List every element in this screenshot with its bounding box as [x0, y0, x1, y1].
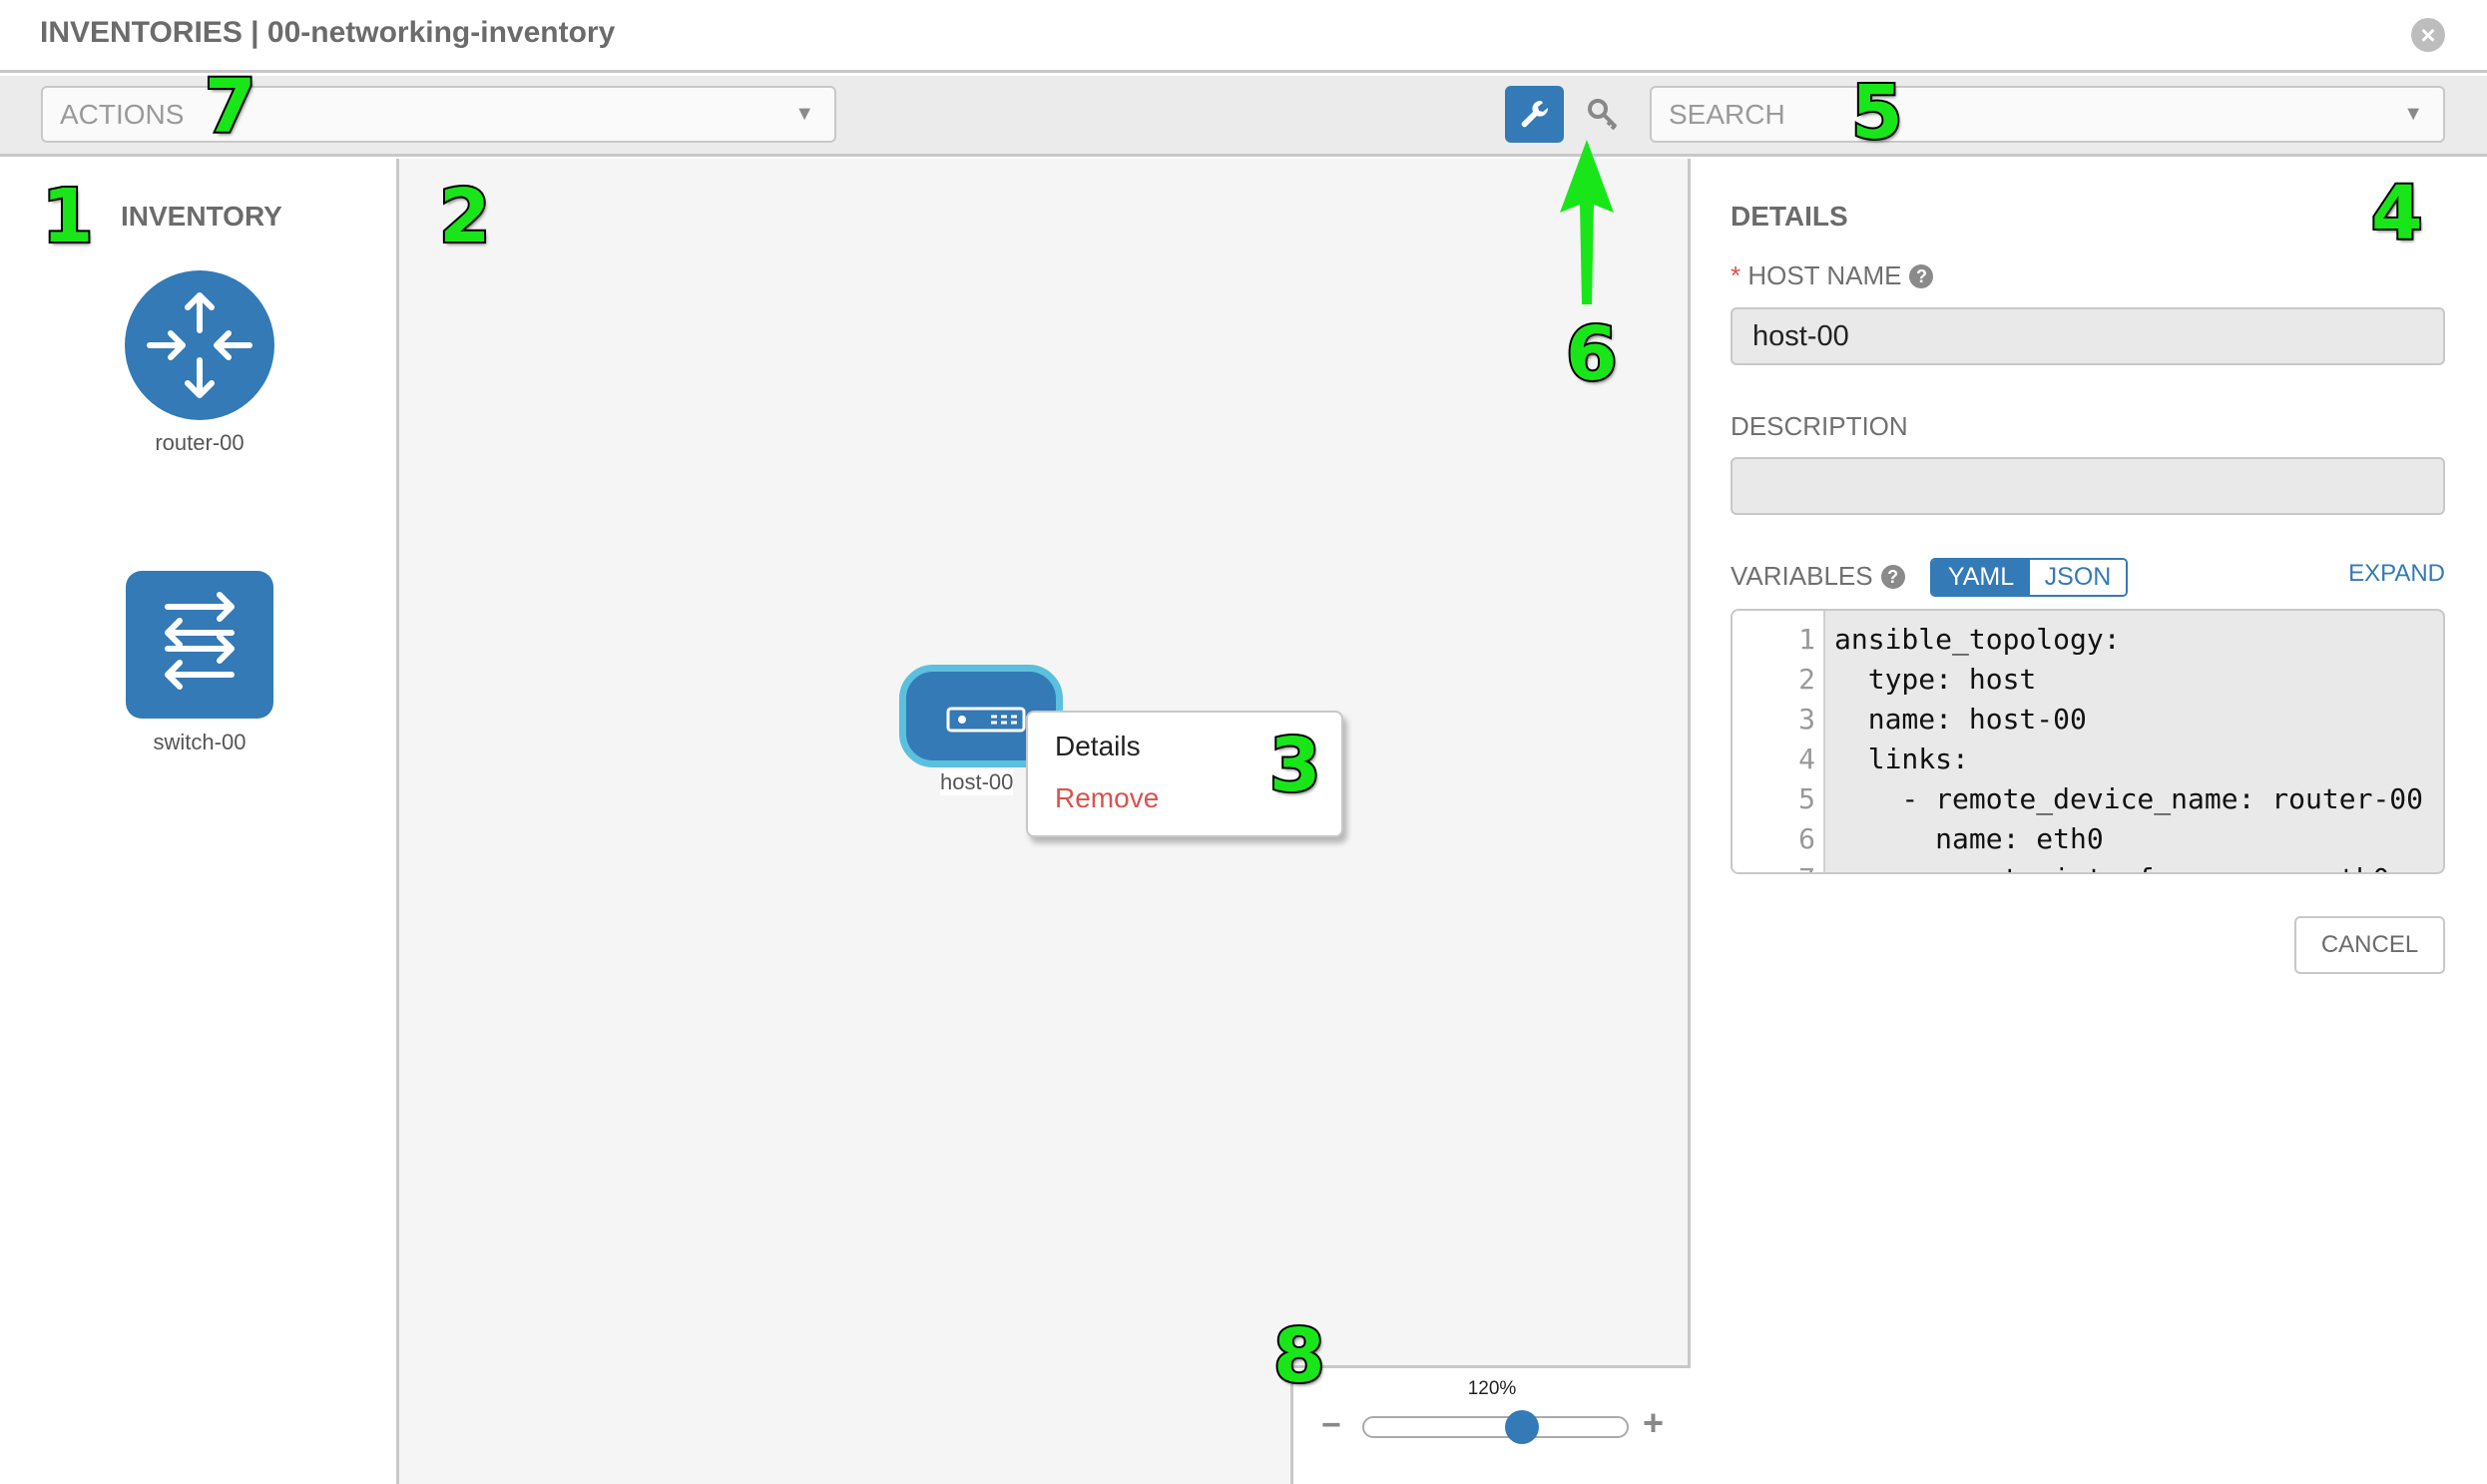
menu-item-details[interactable]: Details [1055, 731, 1141, 761]
host-label: host-00 [940, 769, 1014, 795]
cancel-button[interactable]: CANCEL [2294, 916, 2445, 974]
line-number: 4 [1798, 742, 1815, 775]
chevron-down-icon: ▼ [794, 103, 814, 125]
zoom-slider-thumb[interactable] [1504, 1410, 1539, 1444]
annotation-3: 3 [1267, 723, 1322, 808]
annotation-4: 4 [2369, 171, 2424, 256]
annotation-8: 8 [1271, 1313, 1326, 1399]
host-name-label: * HOST NAME? [1731, 260, 1934, 291]
code-line: remote_interface_name: eth0 [1834, 862, 2389, 872]
line-number: 2 [1798, 663, 1815, 696]
line-number: 3 [1798, 703, 1815, 736]
host-name-input[interactable]: host-00 [1731, 307, 2445, 365]
inventory-heading: INVENTORY [121, 201, 282, 232]
chevron-down-icon: ▼ [2403, 103, 2423, 125]
description-input[interactable] [1731, 457, 2445, 515]
line-number: 7 [1798, 862, 1815, 872]
wrench-tool-button[interactable] [1505, 86, 1564, 143]
zoom-out-button[interactable]: − [1321, 1406, 1341, 1444]
actions-label: ACTIONS [60, 99, 185, 130]
variables-label: VARIABLES? [1731, 561, 1905, 592]
yaml-toggle[interactable]: YAML [1932, 560, 2030, 595]
search-dropdown[interactable]: SEARCH ▼ [1650, 86, 2445, 143]
details-heading: DETAILS [1731, 201, 1848, 232]
title-bar: INVENTORIES | 00-networking-inventory × [0, 0, 2487, 73]
key-icon [1588, 99, 1618, 131]
line-number-gutter: 1 2 3 4 5 6 7 [1733, 611, 1825, 872]
variables-label-text: VARIABLES [1731, 561, 1873, 591]
context-menu: Details Remove [1026, 711, 1343, 837]
router-icon [147, 292, 252, 398]
annotation-1: 1 [40, 174, 95, 259]
line-number: 1 [1798, 623, 1815, 656]
variables-editor[interactable]: 1 2 3 4 5 6 7 ansible_topology: type: host nam… [1731, 609, 2445, 874]
expand-link[interactable]: EXPAND [2348, 560, 2445, 587]
description-label: DESCRIPTION [1731, 411, 1908, 441]
actions-dropdown[interactable]: ACTIONS ▼ [41, 86, 836, 143]
line-number: 5 [1798, 782, 1815, 815]
page-title: INVENTORIES | 00-networking-inventory [40, 16, 616, 49]
code-line: name: eth0 [1834, 822, 2104, 855]
annotation-2: 2 [437, 174, 492, 259]
help-icon[interactable]: ? [1880, 565, 1905, 589]
host-name-label-text: HOST NAME [1747, 260, 1902, 290]
code-line: ansible_topology: [1834, 623, 2121, 656]
zoom-slider[interactable] [1362, 1410, 1629, 1444]
switch-icon [165, 592, 235, 690]
zoom-control: 120% − + [1290, 1365, 1691, 1484]
switch-item[interactable] [126, 571, 273, 719]
annotation-7: 7 [203, 64, 257, 150]
code-line: - remote_device_name: router-00 [1834, 782, 2424, 815]
code-line: links: [1834, 742, 1969, 775]
annotation-6: 6 [1564, 311, 1619, 397]
json-toggle[interactable]: JSON [2030, 560, 2126, 595]
router-item[interactable] [125, 270, 274, 420]
format-toggle: YAML JSON [1930, 558, 2128, 597]
search-placeholder: SEARCH [1669, 99, 1785, 130]
help-icon[interactable]: ? [1909, 264, 1934, 288]
wrench-icon [1521, 100, 1549, 128]
menu-item-remove[interactable]: Remove [1055, 782, 1160, 813]
required-mark: * [1731, 260, 1741, 290]
annotation-5: 5 [1849, 70, 1904, 156]
close-icon[interactable]: × [2411, 18, 2445, 52]
server-icon [946, 707, 1026, 733]
code-line: name: host-00 [1834, 703, 2087, 736]
annotation-arrow-icon [1560, 140, 1614, 304]
key-tool-button[interactable] [1585, 96, 1623, 134]
zoom-in-button[interactable]: + [1643, 1402, 1665, 1443]
line-number: 6 [1798, 822, 1815, 855]
zoom-level: 120% [1467, 1378, 1517, 1399]
switch-label: switch-00 [153, 730, 247, 754]
code-line: type: host [1834, 663, 2037, 696]
inventory-panel: INVENTORY router-00 switch-00 [0, 159, 399, 1484]
router-label: router-00 [155, 430, 245, 455]
